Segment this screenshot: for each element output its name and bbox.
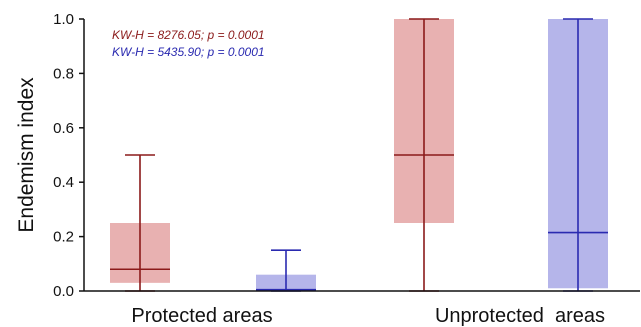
boxes-layer [110,18,608,292]
ticks-layer: 0.0 0.2 0.4 0.6 0.8 1.0 [53,11,84,300]
axes-layer [83,19,640,292]
y-tick-label: 0.6 [53,120,74,137]
category-label-unprotected: Unprotected areas [435,305,605,327]
y-tick-label: 0.0 [53,283,74,300]
box-protected-series-1 [256,249,316,292]
box-unprotected-series-1 [548,18,608,292]
category-label-protected: Protected areas [131,305,272,327]
box-protected-series-0 [110,154,170,292]
y-tick-label: 0.8 [53,65,74,82]
y-axis-label: Endemism index [15,77,38,233]
box-unprotected-series-0 [394,18,454,292]
y-tick-label: 1.0 [53,11,74,28]
y-tick-label: 0.2 [53,229,74,246]
y-tick-label: 0.4 [53,174,74,191]
stat-annotation-blue: KW-H = 5435.90; p = 0.0001 [112,45,265,59]
stat-annotation-red: KW-H = 8276.05; p = 0.0001 [112,28,265,42]
